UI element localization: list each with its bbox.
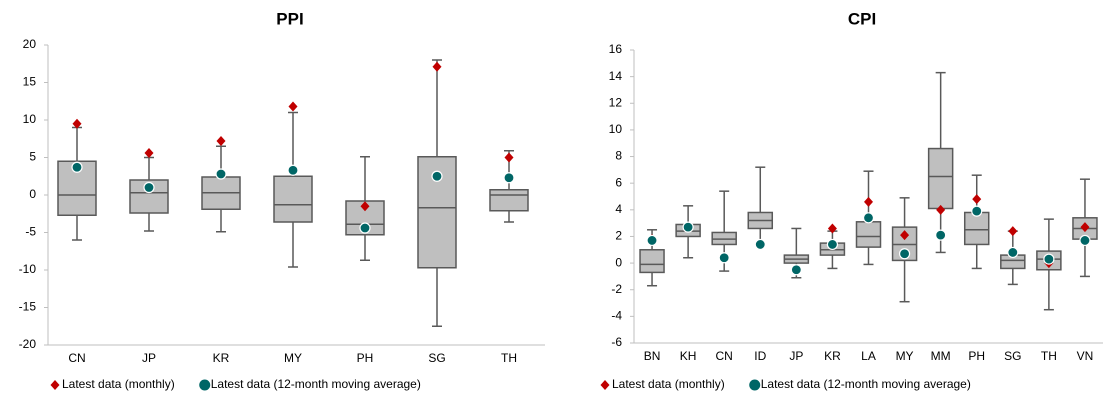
point: [827, 223, 837, 234]
x-tick-label: KH: [680, 349, 697, 363]
x-tick-label: MY: [284, 351, 302, 365]
legend-label: Latest data (monthly): [62, 377, 175, 391]
x-tick-label: PH: [357, 351, 374, 365]
y-tick-label: -15: [19, 300, 37, 314]
x-tick-label: CN: [68, 351, 85, 365]
legend-marker: [749, 379, 761, 391]
point: [971, 205, 983, 217]
x-tick-label: TH: [1041, 349, 1057, 363]
y-tick-label: 10: [23, 112, 37, 126]
x-tick-label: SG: [1004, 349, 1021, 363]
point: [144, 148, 154, 158]
point: [754, 238, 766, 251]
point: [432, 61, 442, 72]
y-tick-label: 20: [23, 37, 37, 51]
point: [682, 221, 694, 233]
y-tick-label: 6: [615, 175, 622, 189]
point: [718, 252, 730, 264]
y-tick-label: 0: [29, 187, 36, 201]
x-tick-label: MM: [931, 349, 951, 363]
point: [216, 136, 226, 146]
y-tick-label: -5: [25, 225, 36, 239]
box: [963, 211, 990, 246]
point: [790, 264, 802, 276]
x-tick-label: SG: [428, 351, 445, 365]
y-tick-label: -20: [19, 337, 37, 351]
x-tick-label: TH: [501, 351, 517, 365]
x-tick-label: ID: [754, 349, 766, 363]
x-tick-label: KR: [824, 349, 841, 363]
point: [1008, 226, 1018, 237]
box: [927, 147, 954, 210]
point: [900, 230, 910, 241]
y-tick-label: 8: [615, 149, 622, 163]
y-tick-label: 5: [29, 150, 36, 164]
y-tick-label: 15: [23, 75, 37, 89]
box: [639, 249, 665, 274]
point: [898, 248, 911, 260]
point: [431, 170, 443, 182]
legend-marker: [199, 379, 211, 391]
point: [1079, 234, 1091, 247]
y-tick-label: 16: [609, 42, 623, 56]
y-tick-label: 2: [615, 229, 622, 243]
x-tick-label: PH: [968, 349, 985, 363]
point: [826, 238, 839, 251]
point: [288, 101, 298, 112]
point: [503, 172, 515, 184]
legend-label: Latest data (12-month moving average): [211, 377, 421, 391]
point: [646, 234, 658, 247]
y-tick-label: 0: [615, 255, 622, 269]
legend-label: Latest data (monthly): [612, 377, 725, 391]
box: [273, 175, 313, 223]
y-tick-label: 4: [615, 202, 622, 216]
x-tick-label: BN: [644, 349, 661, 363]
chart-title: CPI: [848, 9, 876, 28]
point: [936, 204, 946, 215]
point: [143, 181, 155, 194]
y-tick-label: -10: [19, 262, 37, 276]
x-tick-label: VN: [1077, 349, 1094, 363]
x-tick-label: JP: [142, 351, 156, 365]
point: [1007, 246, 1019, 259]
point: [1043, 253, 1055, 265]
point: [935, 229, 947, 241]
point: [215, 168, 227, 180]
point: [287, 164, 299, 176]
point: [864, 196, 873, 207]
x-tick-label: LA: [861, 349, 876, 363]
chart-title: PPI: [276, 9, 303, 28]
legend-marker: [50, 380, 60, 390]
y-tick-label: -4: [611, 309, 622, 323]
point: [862, 212, 875, 224]
point: [972, 194, 982, 205]
x-tick-label: JP: [789, 349, 803, 363]
box: [855, 221, 882, 248]
box: [489, 189, 529, 212]
legend-marker: [600, 380, 610, 390]
y-tick-label: 14: [609, 69, 623, 83]
point: [359, 222, 371, 234]
x-tick-label: KR: [213, 351, 230, 365]
point: [71, 161, 83, 173]
y-tick-label: 10: [609, 122, 623, 136]
x-tick-label: MY: [896, 349, 914, 363]
legend-label: Latest data (12-month moving average): [761, 377, 971, 391]
point: [360, 201, 370, 212]
point: [1080, 222, 1090, 233]
x-tick-label: CN: [716, 349, 733, 363]
point: [72, 118, 82, 129]
point: [504, 152, 514, 163]
y-tick-label: -2: [611, 282, 622, 296]
y-tick-label: 12: [609, 95, 623, 109]
y-tick-label: -6: [611, 335, 622, 349]
